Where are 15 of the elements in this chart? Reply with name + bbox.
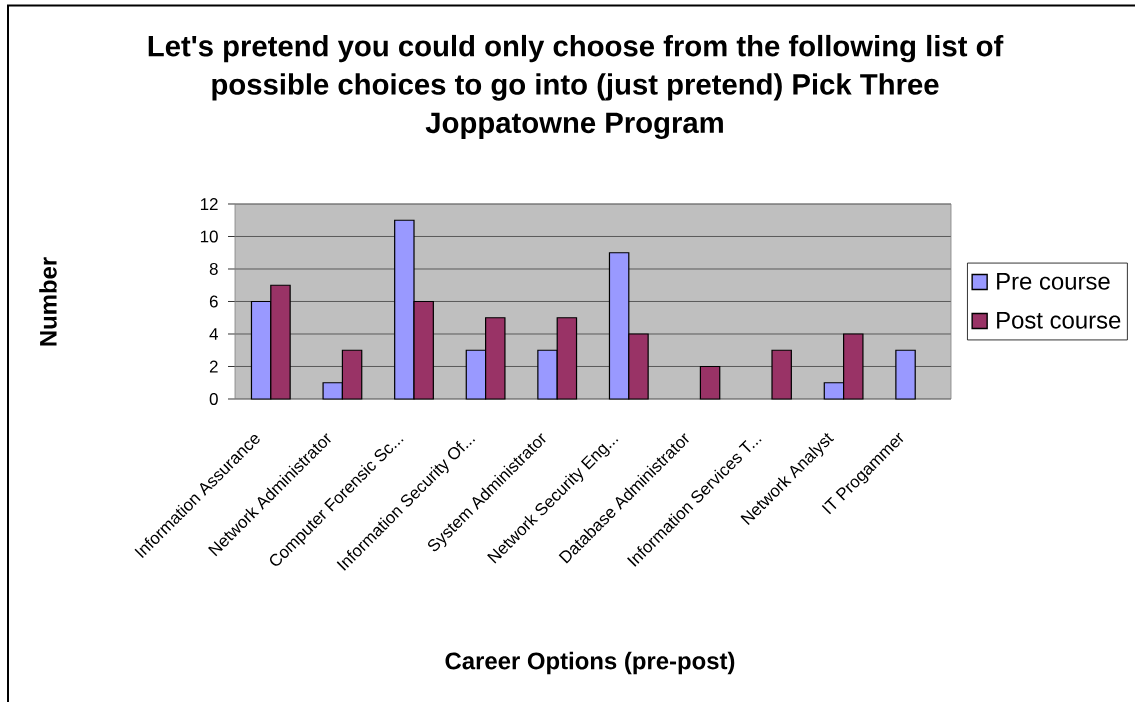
legend-label: Post course [997, 311, 1121, 329]
y-tick-label: 8 [209, 263, 218, 275]
y-tick-label: 4 [209, 328, 218, 340]
x-axis-title: Career Options (pre-post) [445, 651, 735, 675]
y-tick-label: 2 [209, 360, 218, 373]
y-tick-label: 12 [200, 198, 218, 210]
chart-title: Let's pretend you could only choose from the following list of possible choices to go into (just pretend) Pick Three Joppatowne Program [148, 34, 1004, 140]
bar [699, 365, 721, 400]
y-axis-title: Number [39, 257, 57, 346]
y-tick-label: 0 [209, 393, 218, 405]
y-tick-label: 10 [200, 230, 218, 243]
legend-label: Pre course [997, 273, 1110, 290]
y-tick-label: 6 [209, 295, 218, 308]
bar [771, 349, 792, 400]
bar [895, 349, 916, 400]
